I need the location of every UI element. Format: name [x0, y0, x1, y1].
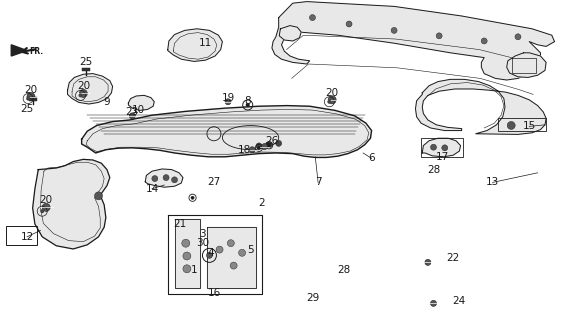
Text: 27: 27 — [207, 177, 221, 188]
Circle shape — [266, 142, 272, 148]
Circle shape — [515, 34, 521, 40]
Text: 25: 25 — [79, 57, 93, 68]
Circle shape — [182, 239, 190, 247]
Text: 29: 29 — [306, 292, 319, 303]
Text: 5: 5 — [247, 244, 254, 255]
Text: 8: 8 — [244, 96, 251, 106]
Circle shape — [481, 38, 487, 44]
Text: 4: 4 — [208, 248, 215, 258]
Text: 19: 19 — [221, 92, 235, 103]
Text: 20: 20 — [325, 88, 339, 98]
Circle shape — [391, 28, 397, 33]
Text: 11: 11 — [199, 38, 212, 48]
Circle shape — [163, 175, 169, 180]
Polygon shape — [279, 26, 301, 41]
Circle shape — [78, 93, 83, 97]
Circle shape — [276, 140, 282, 146]
Circle shape — [262, 144, 267, 149]
Text: 28: 28 — [427, 164, 440, 175]
Circle shape — [346, 21, 352, 27]
Circle shape — [267, 144, 271, 147]
Text: 7: 7 — [315, 177, 321, 188]
Circle shape — [257, 146, 261, 149]
Text: 21: 21 — [173, 219, 187, 229]
Circle shape — [79, 90, 87, 98]
Polygon shape — [68, 74, 113, 104]
Circle shape — [425, 260, 431, 265]
Circle shape — [183, 252, 191, 260]
Circle shape — [225, 99, 231, 105]
Text: 14: 14 — [145, 184, 159, 194]
Circle shape — [436, 33, 442, 39]
Polygon shape — [82, 106, 372, 157]
Text: FR.: FR. — [29, 47, 43, 56]
Text: 6: 6 — [368, 153, 375, 164]
Text: 20: 20 — [39, 195, 53, 205]
Polygon shape — [207, 227, 256, 288]
Text: 2: 2 — [258, 198, 265, 208]
Circle shape — [327, 100, 332, 104]
Circle shape — [95, 192, 102, 200]
Circle shape — [431, 300, 436, 306]
Text: 13: 13 — [486, 177, 499, 188]
Circle shape — [256, 143, 262, 149]
Circle shape — [230, 262, 237, 269]
Text: 26: 26 — [265, 136, 279, 146]
FancyBboxPatch shape — [29, 98, 37, 101]
Circle shape — [216, 246, 223, 253]
Polygon shape — [11, 45, 27, 56]
Circle shape — [207, 252, 212, 258]
Polygon shape — [145, 169, 183, 187]
Circle shape — [26, 97, 30, 100]
Circle shape — [431, 144, 436, 150]
Text: 20: 20 — [77, 81, 90, 92]
Text: 12: 12 — [20, 232, 34, 242]
Text: 28: 28 — [337, 265, 350, 276]
Circle shape — [227, 240, 234, 247]
Polygon shape — [128, 95, 154, 110]
Circle shape — [129, 113, 135, 119]
Polygon shape — [168, 29, 222, 61]
Circle shape — [27, 93, 35, 101]
Text: 30: 30 — [196, 238, 209, 248]
Text: 23: 23 — [126, 107, 139, 117]
Circle shape — [245, 103, 250, 107]
Circle shape — [442, 145, 448, 151]
Circle shape — [152, 176, 158, 181]
Text: 25: 25 — [20, 104, 34, 114]
Circle shape — [191, 196, 194, 199]
Text: 24: 24 — [452, 296, 466, 306]
Circle shape — [249, 147, 255, 153]
Polygon shape — [422, 138, 461, 157]
Circle shape — [42, 204, 50, 212]
Text: 3: 3 — [199, 228, 206, 239]
Text: 9: 9 — [104, 97, 110, 108]
FancyBboxPatch shape — [82, 68, 90, 71]
Text: 1: 1 — [191, 265, 198, 276]
Circle shape — [40, 209, 44, 213]
Text: 16: 16 — [207, 288, 221, 298]
Circle shape — [328, 96, 336, 104]
Text: 15: 15 — [522, 121, 536, 132]
Circle shape — [310, 15, 315, 20]
Polygon shape — [272, 2, 555, 80]
Polygon shape — [33, 159, 110, 249]
Polygon shape — [415, 79, 546, 134]
Text: 17: 17 — [435, 152, 449, 162]
Polygon shape — [175, 219, 200, 288]
Circle shape — [507, 122, 515, 130]
Circle shape — [183, 265, 191, 273]
Text: 18: 18 — [238, 145, 252, 156]
Text: 20: 20 — [24, 84, 38, 95]
Polygon shape — [507, 53, 546, 77]
Text: 22: 22 — [446, 252, 460, 263]
Text: 10: 10 — [131, 105, 145, 116]
Circle shape — [239, 249, 245, 256]
Circle shape — [172, 177, 177, 183]
